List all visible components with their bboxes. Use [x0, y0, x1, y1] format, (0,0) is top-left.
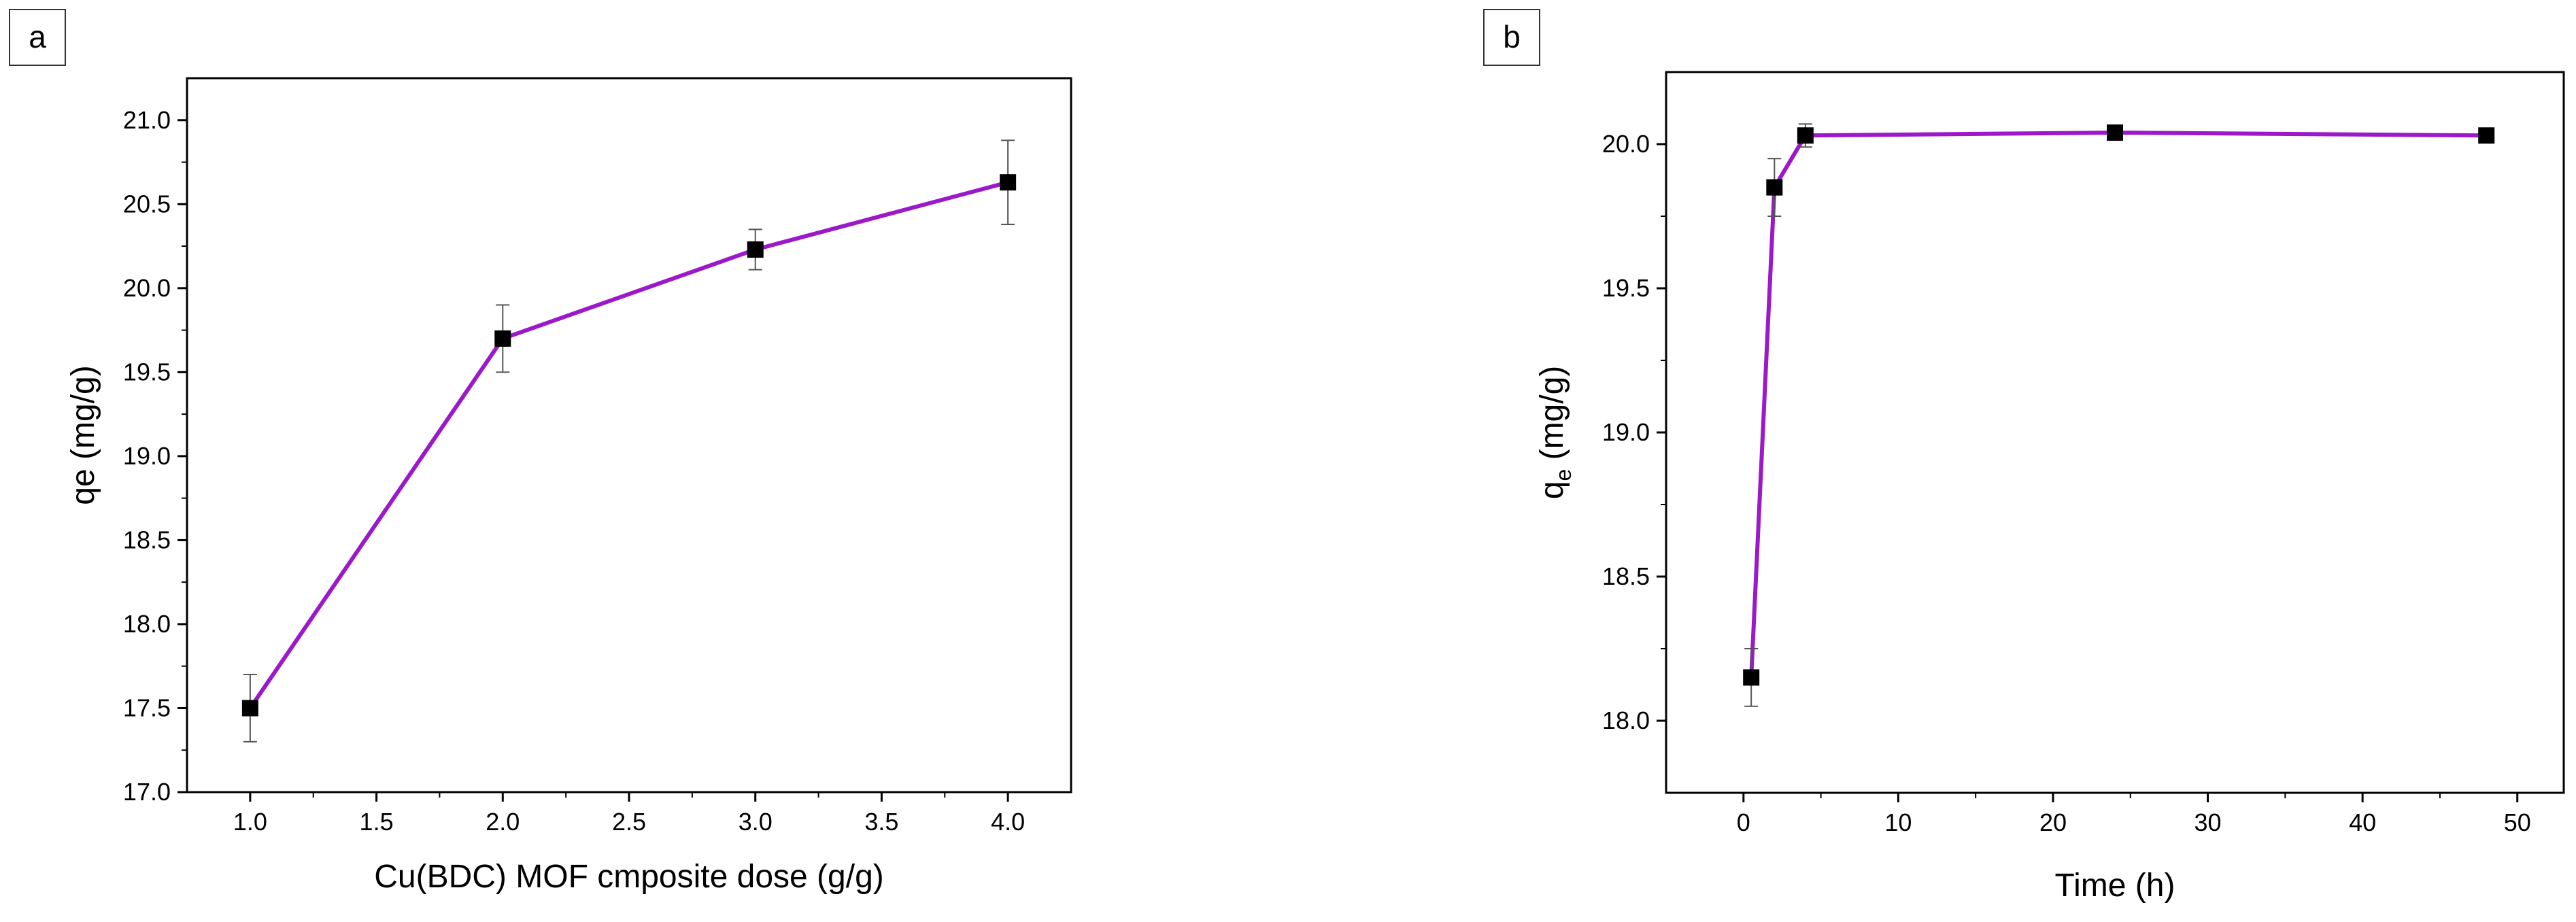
- panel-a-y-tick-label: 20.0: [123, 274, 171, 302]
- panel-a-marks: [241, 139, 1017, 742]
- panel-a-data-point: [747, 241, 764, 258]
- panel-b-label-box: [1483, 9, 1540, 66]
- panel-a-ticks: [177, 119, 1009, 802]
- panel-b-y-tick-label: 18.5: [1602, 562, 1650, 590]
- panel-b: b 0 10 20 30 40 50 18.0 18.5 19.0 19.5 20.0 Time (…: [1483, 9, 2565, 904]
- panel-b-y-tick-label: 19.5: [1602, 274, 1650, 302]
- panel-b-plot-frame: [1665, 71, 2565, 794]
- panel-b-x-tick-label: 30: [2194, 808, 2222, 836]
- panel-b-x-tick-label: 10: [1884, 808, 1912, 836]
- panel-b-y-tick-label: 18.0: [1602, 706, 1650, 734]
- panel-a-y-tick-label: 19.5: [123, 358, 171, 386]
- panel-a-x-tick-label: 2.0: [486, 808, 520, 836]
- panel-a-x-tick-label: 2.5: [612, 808, 646, 836]
- panel-a-x-tick-label: 3.0: [739, 808, 773, 836]
- panel-b-data-point: [2107, 124, 2123, 141]
- panel-a-y-axis-title: qe (mg/g): [65, 365, 101, 505]
- panel-a-y-tick-label: 17.0: [123, 778, 171, 806]
- panel-a-y-tick-label: 19.0: [123, 442, 171, 470]
- panel-b-y-axis-title-suffix: (mg/g): [1534, 366, 1570, 469]
- panel-b-y-axis-title: qe (mg/g): [1534, 366, 1576, 500]
- panel-a-y-tick-label: 18.0: [123, 610, 171, 638]
- panel-b-x-tick-label: 40: [2349, 808, 2376, 836]
- panel-b-data-point: [1743, 669, 1760, 686]
- panel-a-x-tick-label: 4.0: [991, 808, 1025, 836]
- panel-b-x-tick-label: 50: [2504, 808, 2531, 836]
- panel-b-y-axis-title-main: q: [1534, 481, 1570, 500]
- panel-a-data-point: [1000, 174, 1017, 191]
- panel-b-tick-labels: 0 10 20 30 40 50 18.0 18.5 19.0 19.5 20.0: [1602, 130, 2531, 836]
- panel-b-data-point: [2478, 127, 2495, 144]
- panel-b-label: b: [1503, 19, 1521, 54]
- panel-b-x-tick-label: 20: [2039, 808, 2067, 836]
- panel-b-y-tick-label: 20.0: [1602, 130, 1650, 158]
- panel-a-x-tick-label: 3.5: [864, 808, 898, 836]
- panel-a-y-tick-label: 20.5: [123, 190, 171, 218]
- panel-a-x-tick-label: 1.0: [233, 808, 267, 836]
- panel-b-y-tick-label: 19.0: [1602, 418, 1650, 446]
- panel-a-x-axis-title: Cu(BDC) MOF cmposite dose (g/g): [374, 859, 884, 895]
- panel-a-data-point: [494, 330, 511, 347]
- panel-a-tick-labels: 1.0 1.5 2.0 2.5 3.0 3.5 4.0 17.0 17.5 18.0 18.5 19.…: [123, 106, 1025, 836]
- panel-a-plot-frame: [186, 77, 1072, 793]
- panel-b-y-axis-title-sub: e: [1551, 469, 1576, 481]
- panel-b-marks: [1743, 123, 2495, 707]
- panel-a: a 1.0 1.5 2.0 2.5 3.0 3.5 4.017.017.518.018.51…: [9, 9, 1072, 895]
- panel-a-x-tick-label: 1.5: [360, 808, 394, 836]
- panel-b-x-axis-title: Time (h): [2055, 868, 2175, 904]
- panel-a-series-line: [248, 180, 1009, 710]
- panel-a-y-tick-label: 21.0: [123, 106, 171, 134]
- panel-b-x-tick-label: 0: [1737, 808, 1750, 836]
- panel-a-y-tick-label: 17.5: [123, 694, 171, 721]
- panel-b-data-point: [1797, 127, 1814, 144]
- panel-b-data-point: [1766, 179, 1783, 196]
- panel-a-label-box: [9, 9, 66, 66]
- panel-b-series-line: [1749, 131, 2487, 678]
- panel-a-y-tick-label: 18.5: [123, 526, 171, 553]
- panel-b-ticks: [1657, 143, 2519, 802]
- panel-a-data-point: [241, 700, 258, 717]
- panel-a-label: a: [29, 19, 46, 54]
